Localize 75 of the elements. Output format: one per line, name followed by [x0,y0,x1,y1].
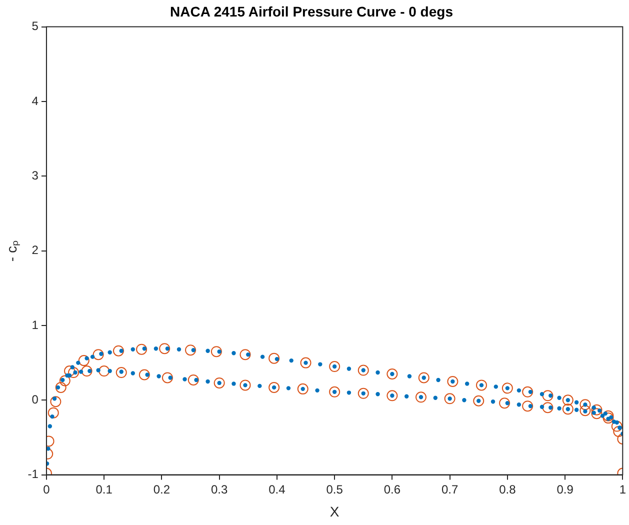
point [98,366,110,377]
point [602,412,614,424]
point [476,380,487,391]
point [386,390,398,402]
point [358,364,369,376]
point [240,349,251,360]
point [268,382,280,393]
point [499,398,510,409]
point [185,344,196,356]
point [48,407,59,418]
point [300,357,312,368]
y-tick-label: 0 [32,392,39,406]
point [188,374,199,386]
point [418,372,430,384]
point [358,388,369,399]
point [591,408,602,420]
point [92,349,104,360]
point [240,380,251,391]
x-tick-label: 0.3 [210,482,228,496]
point [473,395,484,406]
point [444,393,456,404]
x-tick-label: 0.7 [441,482,458,496]
point [136,344,148,355]
x-tick-label: 0 [43,482,50,496]
point [580,405,591,416]
x-tick-label: 0.4 [268,482,286,496]
point [447,376,458,387]
point [580,399,591,410]
point [591,404,602,416]
point [50,396,62,408]
point [562,394,574,406]
point [502,382,513,394]
point [81,366,92,377]
point [116,367,127,378]
y-tick-label: 1 [32,318,39,332]
point [611,420,622,432]
x-tick-label: 0.1 [96,482,113,496]
point [415,392,426,403]
point [268,352,280,364]
point [159,343,170,354]
point [522,400,534,412]
y-tick-label: 2 [32,243,39,258]
point [210,346,222,358]
point [562,404,574,415]
chart-title: NACA 2415 Airfoil Pressure Curve - 0 degs [170,3,454,20]
point [55,382,66,393]
point [138,369,150,380]
point [112,345,124,356]
point [613,426,623,437]
point [602,410,614,422]
point [386,368,398,380]
y-axis-title: - cₚ [3,240,20,262]
point [329,361,340,372]
x-tick-label: 0.5 [326,482,344,496]
y-tick-label: 5 [32,19,39,34]
x-tick-label: 0.9 [556,482,574,496]
y-tick-label: 4 [32,94,39,108]
point [78,355,90,366]
x-tick-label: 0.8 [499,482,516,496]
point [68,367,80,378]
point [59,375,70,386]
point [162,372,173,384]
x-tick-label: 1 [619,482,626,496]
point [64,366,76,377]
y-tick-label: 3 [32,168,39,182]
point [542,402,554,414]
x-tick-label: 0.2 [153,482,170,496]
point [542,390,554,402]
x-axis-title: X [330,503,340,520]
point [329,386,340,398]
x-tick-label: 0.6 [384,482,401,496]
y-tick-label: -1 [28,467,39,482]
point [522,386,534,398]
point [297,383,308,394]
point [214,377,225,388]
